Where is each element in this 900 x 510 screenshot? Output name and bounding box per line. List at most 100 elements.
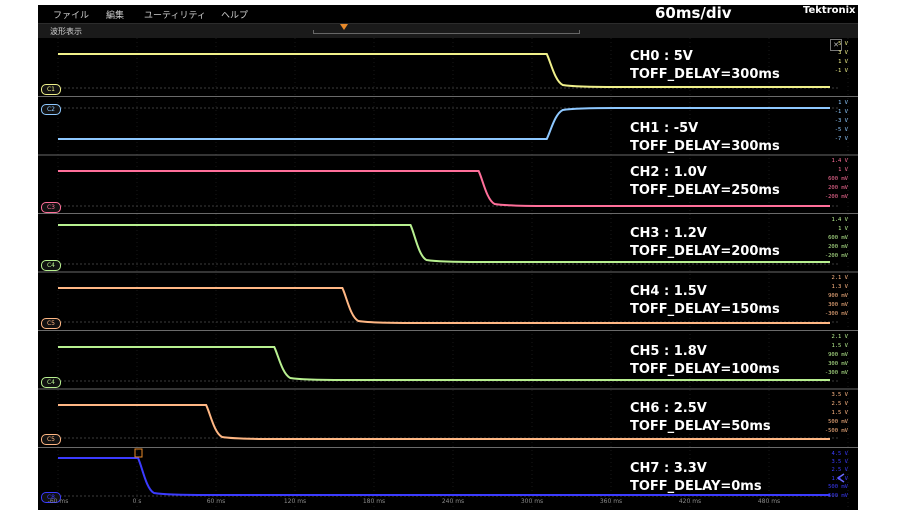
waveform-trace [58, 346, 830, 381]
channel-scale: 1.4 V 1 V 600 mV 200 mV -200 mV [825, 217, 848, 262]
time-tick-label: 300 ms [520, 498, 544, 505]
channel-tag[interactable]: C5 [41, 318, 61, 329]
waveform-trace [58, 287, 830, 324]
channel-tag[interactable]: C4 [41, 377, 61, 388]
waveform-trace [58, 457, 830, 496]
scale-tick-label: 500 mV [828, 484, 848, 491]
scale-tick-label: -200 mV [824, 194, 848, 200]
scale-tick-label: 1.3 V [831, 284, 848, 290]
channel-voltage-label: CH6 : 2.5V [630, 401, 707, 416]
scale-tick-label: 1.5 V [831, 410, 848, 416]
scale-tick-label: 2.1 V [831, 333, 848, 340]
scale-tick-label: 600 mV [828, 234, 848, 241]
scale-tick-label: 3.5 V [831, 392, 848, 398]
waveform-trace [58, 53, 830, 88]
channel-voltage-label: CH0 : 5V [630, 49, 693, 64]
oscilloscope-window: ファイル 編集 ユーティリティ ヘルプ 60ms/div Tektronix 波… [38, 5, 858, 510]
close-icon[interactable]: ✕ [830, 39, 842, 51]
channel-delay-label: TOFF_DELAY=250ms [630, 183, 780, 198]
channel-annotation: CH2 : 1.0V TOFF_DELAY=250ms [630, 164, 780, 200]
channel-voltage-label: CH3 : 1.2V [630, 226, 707, 241]
record-navigator[interactable] [313, 30, 580, 34]
channel-delay-label: TOFF_DELAY=200ms [630, 244, 780, 259]
channel-scale: 2.1 V 1.5 V 900 mV 300 mV -300 mV [825, 334, 848, 379]
channel-delay-label: TOFF_DELAY=300ms [630, 67, 780, 82]
waveform-trace [58, 107, 830, 140]
scale-tick-label: 200 mV [828, 185, 848, 191]
channel-voltage-label: CH2 : 1.0V [630, 165, 707, 180]
brand-logo: Tektronix [803, 5, 856, 16]
scale-tick-label: 900 mV [828, 293, 848, 299]
channel-scale: 5 V 3 V 1 V -1 V [835, 41, 848, 77]
scale-tick-label: 1.5 V [831, 342, 848, 349]
scale-tick-label: 1 V [838, 167, 848, 173]
channel-annotation: CH5 : 1.8V TOFF_DELAY=100ms [630, 343, 780, 379]
channel-delay-label: TOFF_DELAY=150ms [630, 302, 780, 317]
scale-tick-label: -5 V [834, 126, 848, 133]
waveform-trace [58, 404, 830, 440]
scale-tick-label: -300 mV [824, 311, 848, 317]
menu-edit[interactable]: 編集 [106, 11, 125, 21]
scale-tick-label: 300 mV [828, 302, 848, 308]
scale-tick-label: 300 mV [828, 360, 848, 367]
scale-tick-label: 2.5 V [831, 401, 848, 407]
channel-annotation: CH7 : 3.3V TOFF_DELAY=0ms [630, 460, 762, 496]
scale-tick-label: 1 V [838, 225, 848, 232]
time-tick-label: -60 ms [47, 498, 69, 505]
time-tick-label: 360 ms [599, 498, 623, 505]
menu-utility[interactable]: ユーティリティ [144, 11, 206, 21]
time-tick-label: 240 ms [441, 498, 465, 505]
channel-tag[interactable]: C5 [41, 434, 61, 445]
scale-tick-label: 2.1 V [831, 275, 848, 281]
channel-tag[interactable]: C4 [41, 260, 61, 271]
scale-tick-label: 500 mV [828, 419, 848, 425]
channel-scale: 1 V -1 V -3 V -5 V -7 V [835, 100, 848, 145]
channel-voltage-label: CH5 : 1.8V [630, 344, 707, 359]
scale-tick-label: -3 V [834, 117, 848, 124]
scale-tick-label: 4.5 V [831, 450, 848, 457]
trigger-position-marker-icon[interactable] [340, 24, 348, 34]
scale-tick-label: 900 mV [828, 351, 848, 358]
waveform-canvas [38, 38, 858, 510]
channel-annotation: CH4 : 1.5V TOFF_DELAY=150ms [630, 283, 780, 319]
menu-bar: ファイル 編集 ユーティリティ ヘルプ 60ms/div Tektronix [38, 5, 858, 22]
scale-tick-label: -300 mV [824, 369, 848, 376]
waveform-titlebar: 波形表示 [38, 23, 858, 38]
channel-tag[interactable]: C3 [41, 202, 61, 213]
level-arrow-icon[interactable] [836, 473, 845, 483]
channel-annotation: CH3 : 1.2V TOFF_DELAY=200ms [630, 225, 780, 261]
channel-delay-label: TOFF_DELAY=0ms [630, 479, 762, 494]
scale-tick-label: -1 V [834, 68, 848, 74]
menu-file[interactable]: ファイル [53, 11, 90, 21]
scale-tick-label: 3.5 V [831, 458, 848, 465]
menu-help[interactable]: ヘルプ [221, 11, 249, 21]
scale-tick-label: -1 V [834, 108, 848, 115]
waveform-trace [58, 170, 830, 207]
channel-scale: 4.5 V 3.5 V 2.5 V 1.5 V 500 mV -500 mV [825, 451, 848, 501]
time-tick-label: 120 ms [283, 498, 307, 505]
timebase-label: 60ms/div [655, 5, 732, 22]
channel-tag[interactable]: C8 [41, 492, 61, 503]
scale-tick-label: 1.4 V [831, 216, 848, 223]
channel-scale: 2.1 V 1.3 V 900 mV 300 mV -300 mV [825, 275, 848, 320]
channel-delay-label: TOFF_DELAY=50ms [630, 419, 771, 434]
trigger-marker-icon[interactable] [134, 448, 143, 458]
scale-tick-label: 3 V [838, 50, 848, 56]
channel-delay-label: TOFF_DELAY=300ms [630, 139, 780, 154]
channel-scale: 3.5 V 2.5 V 1.5 V 500 mV -500 mV [825, 392, 848, 437]
channel-scale: 1.4 V 1 V 600 mV 200 mV -200 mV [825, 158, 848, 203]
scale-tick-label: 1 V [838, 59, 848, 65]
waveform-title: 波形表示 [50, 27, 82, 36]
channel-voltage-label: CH4 : 1.5V [630, 284, 707, 299]
channel-delay-label: TOFF_DELAY=100ms [630, 362, 780, 377]
time-tick-label: 480 ms [757, 498, 781, 505]
channel-annotation: CH1 : -5V TOFF_DELAY=300ms [630, 120, 780, 156]
scale-tick-label: -200 mV [824, 252, 848, 259]
channel-tag[interactable]: C1 [41, 84, 61, 95]
waveform-plot: ✕ CH0 : 5V TOFF_DELAY=300ms CH1 : -5V TO… [38, 38, 858, 510]
channel-tag[interactable]: C2 [41, 104, 61, 115]
scale-tick-label: 200 mV [828, 243, 848, 250]
time-tick-label: 0 s [132, 498, 142, 505]
scale-tick-label: 5 V [838, 41, 848, 47]
channel-annotation: CH6 : 2.5V TOFF_DELAY=50ms [630, 400, 771, 436]
